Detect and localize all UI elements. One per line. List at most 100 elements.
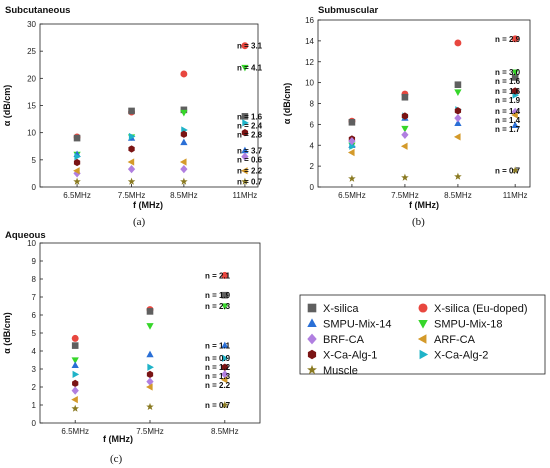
data-point-muscle: [73, 177, 81, 185]
data-point-xcaalg1: [454, 107, 462, 115]
legend-marker-smpu18: [418, 320, 428, 329]
data-point-arfca: [73, 167, 80, 175]
x-axis-label: f (MHz): [103, 434, 133, 444]
data-point-xsilica: [146, 308, 154, 315]
data-point-xcaalg2: [128, 132, 136, 141]
legend: X-silica X-silica (Eu-doped) SMPU-Mix-14 SM…: [299, 294, 546, 377]
data-point-smpu14: [71, 361, 79, 369]
exponent-label: n = 1.9: [205, 291, 231, 300]
exponent-label: n = 0.7: [205, 401, 231, 410]
exponent-label: n = 3.0: [495, 68, 521, 77]
exponent-label: n = 4.1: [237, 63, 263, 72]
data-point-muscle: [146, 402, 154, 410]
legend-marker-smpu14: [307, 318, 317, 327]
exponent-label: n = 2.9: [495, 35, 521, 44]
y-tick-label: 16: [305, 16, 314, 25]
data-point-xsilica_eu: [221, 271, 229, 279]
data-point-xsilica_eu: [180, 70, 188, 78]
data-point-xsilica: [128, 107, 135, 115]
legend-marker-brfca: [307, 333, 317, 345]
exponent-label: n = 0.7: [237, 178, 263, 187]
y-tick-label: 10: [305, 79, 314, 88]
data-point-muscle: [454, 172, 462, 180]
data-point-muscle: [180, 177, 188, 185]
data-point-xcaalg2: [349, 142, 356, 150]
data-point-brfca: [221, 370, 229, 379]
data-point-smpu18: [221, 303, 229, 310]
data-point-xsilica: [241, 113, 249, 120]
data-point-arfca: [127, 158, 135, 166]
data-point-xcaalg1: [128, 145, 135, 153]
y-tick-label: 0: [32, 183, 37, 192]
exponent-label: n = 2.8: [237, 130, 263, 139]
exponent-label: n = 1.6: [237, 112, 263, 121]
data-point-smpu14: [241, 146, 249, 154]
y-axis-label: α (dB/cm): [282, 83, 292, 125]
y-tick-label: 6: [32, 311, 37, 320]
data-point-arfca: [511, 111, 518, 119]
chart-panel-b: 0 2 4 6 8 10 12 14 16 6.5MHz 7.5MHz 8.5MHz 11MHz Subm…: [282, 5, 531, 228]
data-point-xsilica_eu: [511, 35, 519, 43]
y-tick-label: 14: [305, 37, 314, 46]
exponent-label: n = 1.3: [205, 372, 231, 381]
y-tick-label: 15: [27, 102, 36, 111]
x-axis-label: f (MHz): [409, 200, 439, 210]
y-tick-label: 20: [27, 74, 36, 83]
exponent-label: n = 1.2: [205, 363, 231, 372]
data-point-xcaalg1: [401, 112, 409, 120]
plot-frame: [39, 242, 261, 424]
x-tick-label: 6.5MHz: [63, 191, 91, 200]
y-tick-label: 0: [310, 183, 315, 192]
exponent-label: n = 2.4: [237, 121, 263, 130]
data-point-xsilica: [73, 134, 81, 142]
y-tick-label: 12: [305, 58, 314, 67]
legend-label: X-Ca-Alg-1: [323, 350, 377, 362]
exponent-label: n = 2.2: [205, 381, 231, 390]
data-point-brfca: [454, 113, 462, 123]
data-point-brfca: [73, 169, 81, 178]
data-point-smpu14: [511, 121, 519, 129]
data-point-smpu18: [454, 89, 462, 96]
y-tick-label: 5: [32, 329, 37, 338]
legend-marker-arfca: [417, 334, 427, 344]
data-point-arfca: [179, 158, 187, 166]
data-point-smpu18: [71, 357, 79, 364]
legend-marker-xcaalg1: [307, 349, 317, 360]
y-axis-label: α (dB/cm): [2, 85, 12, 127]
panel-caption: (b): [412, 216, 425, 228]
data-point-brfca: [146, 377, 154, 386]
data-point-arfca: [240, 167, 248, 175]
data-point-smpu18: [180, 109, 188, 117]
data-point-muscle: [348, 174, 356, 182]
y-tick-label: 10: [27, 239, 36, 248]
data-point-xsilica: [71, 342, 79, 349]
chart-title: Aqueous: [5, 230, 46, 241]
data-point-xsilica_eu: [241, 42, 249, 50]
x-axis-label: f (MHz): [133, 200, 163, 210]
exponent-label: n = 2.1: [205, 271, 231, 280]
data-point-brfca: [127, 164, 136, 174]
chart-panel-a: 0 5 10 15 20 25 30 6.5MHz 7.5MHz 8.5MHz 11MHz Subcu…: [2, 5, 263, 228]
legend-marker-muscle: [307, 364, 317, 375]
chart-title: Subcutaneous: [5, 5, 70, 16]
data-point-xsilica: [180, 106, 188, 114]
data-point-smpu14: [454, 119, 462, 126]
exponent-label: n = 2.2: [237, 167, 263, 176]
exponent-label: n = 1.9: [495, 96, 521, 105]
legend-label: SMPU-Mix-18: [434, 319, 502, 331]
data-point-xcaalg1: [221, 363, 228, 371]
x-tick-label: 6.5MHz: [61, 427, 89, 436]
data-point-brfca: [71, 386, 79, 395]
data-point-brfca: [241, 152, 249, 161]
panel-caption: (c): [110, 453, 123, 465]
data-point-xsilica: [511, 74, 519, 81]
x-tick-label: 11MHz: [233, 191, 258, 200]
data-point-muscle: [511, 166, 519, 174]
data-point-xsilica: [348, 118, 356, 126]
data-point-arfca: [220, 376, 228, 384]
data-point-arfca: [146, 383, 153, 391]
y-tick-label: 8: [32, 275, 37, 284]
exponent-label: n = 2.3: [205, 302, 231, 311]
exponent-label: n = 0.7: [495, 166, 521, 175]
